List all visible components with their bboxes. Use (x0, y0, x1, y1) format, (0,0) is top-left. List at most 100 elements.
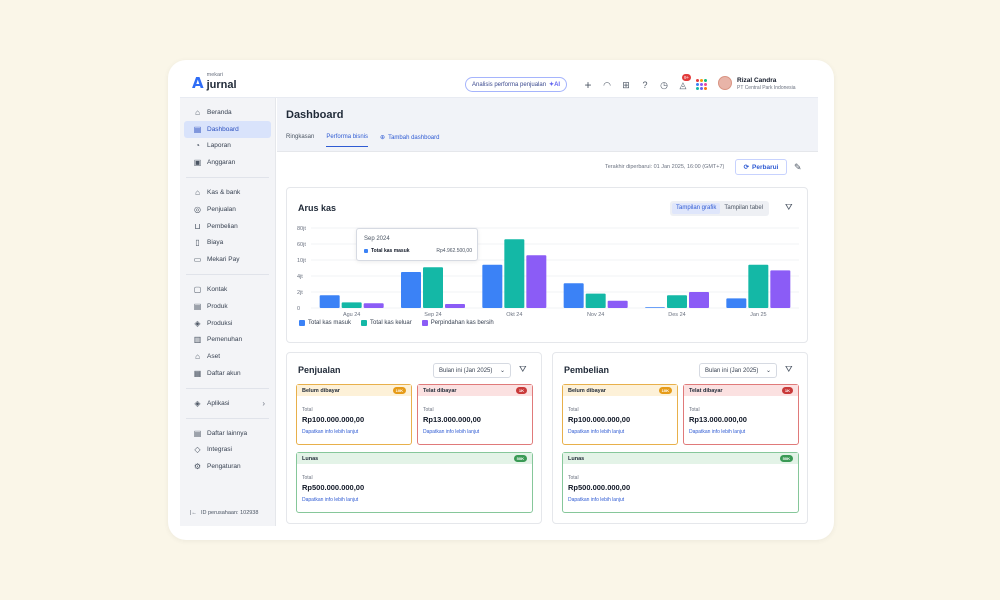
legend-label: Total kas keluar (370, 320, 412, 326)
x-tick-label: Des 24 (668, 312, 685, 318)
box-link[interactable]: Dapatkan info lebih lanjut (689, 429, 746, 435)
sidebar-item-kontak[interactable]: ▢ Kontak (184, 281, 271, 298)
sidebar-item-biaya[interactable]: ▯ Biaya (184, 235, 271, 252)
sidebar-item-aplikasi[interactable]: ◈ Aplikasi › (184, 395, 271, 412)
bell-icon[interactable]: ◬ 9+ (679, 74, 692, 90)
bar (482, 264, 503, 308)
product-icon: ▤ (193, 301, 202, 311)
sidebar-item-aset[interactable]: ⌂ Aset (184, 348, 271, 365)
bar (526, 255, 547, 308)
box-link[interactable]: Dapatkan info lebih lanjut (568, 497, 625, 503)
tooltip-label: Total kas masuk (371, 248, 410, 254)
y-tick-label: 60jt (297, 242, 306, 248)
cashflow-chart: 0 2jt 4jt 10jt 60jt 80jt Agu 24 Sep 24 Okt 24 Nov… (297, 226, 799, 318)
headset-icon[interactable]: ◠ (603, 80, 611, 90)
clock-icon[interactable]: ◷ (660, 80, 668, 90)
view-table-button[interactable]: Tampilan tabel (724, 205, 764, 211)
purchases-paid-box[interactable]: Lunas 50K Total Rp500.000.000,00 Dapatkan… (562, 452, 799, 513)
box-link[interactable]: Dapatkan info lebih lanjut (568, 429, 625, 435)
chart-tooltip: Sep 2024 Total kas masuk Rp4.962.500,00 (356, 228, 478, 261)
box-badge: 1K (781, 387, 793, 394)
sidebar-item-dashboard[interactable]: ▤ Dashboard (184, 120, 271, 138)
bar (645, 307, 665, 308)
sidebar-item-anggaran[interactable]: ▣ Anggaran (184, 154, 271, 171)
legend-swatch (361, 320, 368, 326)
sidebar-item-mekari-pay[interactable]: ▭ Mekari Pay (184, 251, 271, 268)
box-link[interactable]: Dapatkan info lebih lanjut (302, 429, 359, 435)
filter-icon[interactable]: ⛛ (785, 202, 793, 212)
sidebar-item-beranda[interactable]: ⌂ Beranda (184, 104, 271, 121)
notification-badge: 9+ (682, 74, 692, 81)
company-id[interactable]: |← ID perusahaan: 102938 (190, 510, 258, 516)
sidebar-divider (186, 274, 269, 276)
sidebar-item-pemenuhan[interactable]: ▥ Pemenuhan (184, 332, 271, 349)
sidebar-item-kas-bank[interactable]: ⌂ Kas & bank (184, 184, 271, 201)
sales-title: Penjualan (298, 365, 341, 375)
apps-icon: ◈ (194, 398, 201, 408)
help-icon[interactable]: ? (642, 80, 648, 90)
sidebar-item-pembelian[interactable]: ⊔ Pembelian (184, 218, 271, 235)
purchases-unpaid-box[interactable]: Belum dibayar 10K Total Rp100.000.000,00 … (562, 384, 678, 445)
legend-item[interactable]: Total kas masuk (299, 320, 351, 326)
legend-item[interactable]: Perpindahan kas bersih (421, 320, 494, 326)
box-badge: 50K (513, 455, 527, 462)
box-link[interactable]: Dapatkan info lebih lanjut (302, 497, 359, 503)
sales-paid-box[interactable]: Lunas 50K Total Rp500.000.000,00 Dapatkan… (296, 452, 533, 513)
sidebar-item-pengaturan[interactable]: ⚙ Pengaturan (184, 458, 271, 475)
sidebar-item-label: Beranda (207, 108, 232, 116)
sidebar-item-daftar-lainnya[interactable]: ▤ Daftar lainnya (184, 425, 271, 442)
filter-icon[interactable]: ⛛ (785, 364, 793, 374)
edit-icon[interactable]: ✎ (794, 162, 802, 172)
sidebar-item-daftar-akun[interactable]: ▦ Daftar akun (184, 365, 271, 382)
sales-period-select[interactable]: Bulan ini (Jan 2025) ⌄ (433, 363, 511, 378)
box-badge: 10K (658, 387, 672, 394)
bar (563, 283, 584, 308)
legend-label: Total kas masuk (308, 320, 352, 326)
purchases-period-select[interactable]: Bulan ini (Jan 2025) ⌄ (699, 363, 777, 378)
y-tick-label: 4jt (297, 274, 303, 280)
avatar[interactable] (718, 76, 732, 90)
sales-unpaid-box[interactable]: Belum dibayar 10K Total Rp100.000.000,00 … (296, 384, 412, 445)
expense-icon: ▯ (195, 238, 200, 248)
sidebar-item-laporan[interactable]: ◔ Laporan (184, 138, 271, 155)
collapse-sidebar-icon[interactable]: |← (190, 510, 197, 516)
add-circle-icon: ⊕ (380, 135, 386, 141)
ai-sparkle-icon: ✦AI (549, 82, 561, 88)
tab-add-dashboard[interactable]: ⊕ Tambah dashboard (380, 134, 439, 147)
sidebar-item-produksi[interactable]: ◈ Produksi (184, 315, 271, 332)
view-toggle: Tampilan grafik Tampilan tabel (670, 201, 770, 216)
view-chart-button[interactable]: Tampilan grafik (672, 203, 721, 214)
sidebar-item-integrasi[interactable]: ◇ Integrasi (184, 442, 271, 459)
pay-icon: ▭ (193, 255, 202, 265)
box-title: Telat dibayar (689, 388, 723, 394)
sidebar-item-penjualan[interactable]: ◎ Penjualan (184, 201, 271, 218)
tab-performa-bisnis[interactable]: Performa bisnis (326, 134, 369, 147)
apps-grid-icon[interactable] (696, 79, 708, 91)
app-logo[interactable]: A mekari jurnal (192, 72, 237, 91)
contact-icon: ▢ (193, 285, 202, 295)
box-link[interactable]: Dapatkan info lebih lanjut (423, 429, 480, 435)
bar (504, 239, 525, 308)
cashflow-card: Arus kas Tampilan grafik Tampilan tabel … (286, 187, 808, 343)
purchases-late-box[interactable]: Telat dibayar 1K Total Rp13.000.000,00 Da… (683, 384, 799, 445)
x-tick-label: Nov 24 (587, 312, 604, 318)
tab-ringkasan[interactable]: Ringkasan (286, 134, 315, 140)
box-label: Total (302, 475, 313, 481)
purchases-period-label: Bulan ini (Jan 2025) (705, 367, 759, 374)
user-info[interactable]: Rizal Candra PT Central Park Indonesia (737, 77, 796, 91)
sidebar-item-label: Pengaturan (207, 463, 241, 471)
ai-analysis-button[interactable]: Analisis performa penjualan ✦AI (465, 77, 568, 92)
box-label: Total (423, 407, 434, 413)
refresh-button[interactable]: ⟳ Perbarui (735, 159, 787, 175)
box-badge: 10K (392, 387, 406, 394)
sidebar-item-label: Penjualan (207, 205, 236, 213)
bank-icon: ⌂ (195, 188, 200, 198)
legend-item[interactable]: Total kas keluar (361, 320, 412, 326)
gift-icon[interactable]: ⊞ (622, 80, 630, 90)
filter-icon[interactable]: ⛛ (519, 364, 527, 374)
y-tick-label: 0 (297, 306, 300, 312)
add-icon[interactable]: + (584, 78, 592, 92)
sidebar-divider (186, 387, 269, 389)
sales-late-box[interactable]: Telat dibayar 1K Total Rp13.000.000,00 Da… (417, 384, 533, 445)
sidebar-item-produk[interactable]: ▤ Produk (184, 298, 271, 315)
